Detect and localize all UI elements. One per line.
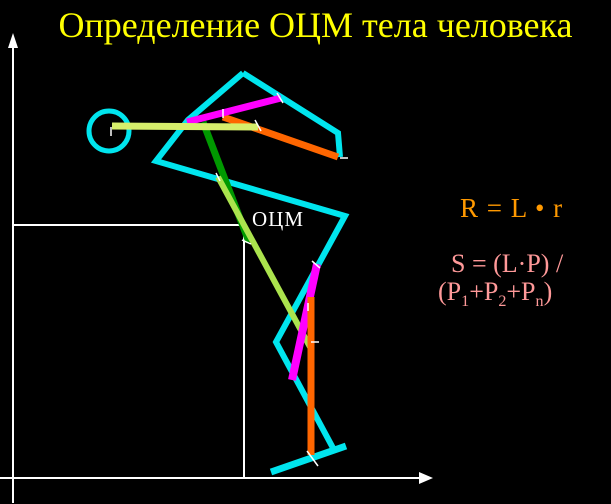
tick-com-point [241, 239, 252, 245]
formula-radius: R = L • r [460, 193, 564, 223]
y-axis-arrowhead [8, 33, 18, 48]
body-outline-foot [269, 442, 348, 476]
body-outline-trunk-leg [150, 70, 350, 450]
slide-title: Определение ОЦМ тела человека [58, 5, 573, 45]
formula-s2-sub1: 1 [461, 293, 470, 311]
formula-s2-mid1: +P [469, 277, 499, 306]
formula-s-line2: (P1+P2+Pn) [438, 277, 552, 311]
tick-ankle [306, 450, 319, 467]
formula-s2-subn: n [535, 293, 544, 311]
formula-s2-prefix: (P [438, 277, 462, 306]
tick-knee-top [311, 260, 321, 269]
formula-s2-suffix: ) [543, 277, 553, 306]
com-label: ОЦМ [252, 207, 305, 231]
segment-magenta-upper [186, 94, 282, 126]
formula-s2-mid2: +P [506, 277, 536, 306]
formula-s2-sub2: 2 [498, 293, 507, 311]
tick-shoulder [254, 119, 262, 132]
body-outline-arm [241, 70, 343, 158]
tick-hip [215, 172, 221, 182]
segment-yellowgreen-thigh [215, 175, 313, 349]
segment-magenta-shin [288, 263, 321, 381]
formula-s-line1: S = (L·P) / [451, 249, 564, 278]
segment-yellowgreen-arm [111, 122, 259, 131]
x-axis-arrowhead [419, 472, 433, 484]
tick-magenta-upper-end [276, 92, 284, 104]
head-circle [86, 108, 132, 154]
